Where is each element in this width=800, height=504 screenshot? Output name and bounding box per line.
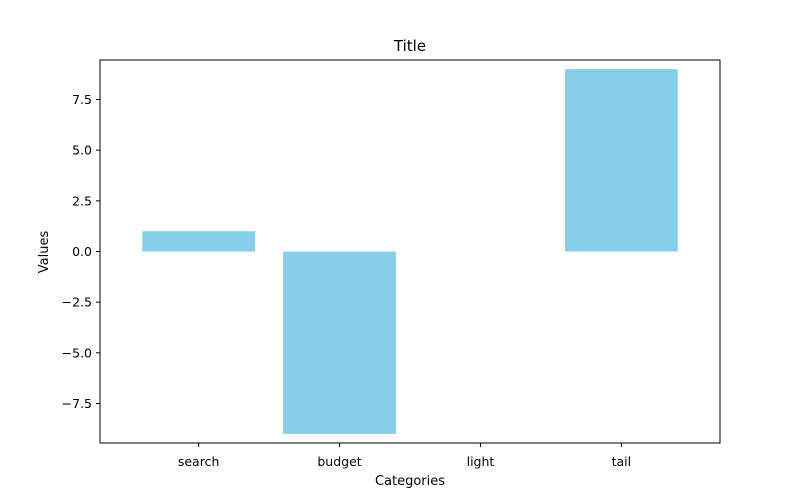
- y-axis-label: Values: [37, 231, 52, 274]
- x-tick-label: search: [178, 454, 220, 469]
- x-tick-label: tail: [612, 454, 632, 469]
- x-tick-label: light: [467, 454, 495, 469]
- bars-group: [142, 69, 678, 434]
- y-axis-ticks: −7.5 −5.0 −2.5 0.0 2.5 5.0 7.5: [62, 92, 100, 411]
- y-tick-label: 5.0: [72, 143, 92, 158]
- bar-tail: [565, 69, 678, 252]
- y-tick-label: 2.5: [72, 193, 92, 208]
- chart-title: Title: [393, 37, 426, 55]
- y-tick-label: 7.5: [72, 92, 92, 107]
- y-tick-label: −2.5: [62, 295, 92, 310]
- y-tick-label: −7.5: [62, 396, 92, 411]
- x-tick-label: budget: [317, 454, 361, 469]
- x-axis-ticks: search budget light tail: [178, 443, 631, 469]
- bar-search: [142, 231, 255, 252]
- y-tick-label: −5.0: [62, 345, 92, 360]
- x-axis-label: Categories: [375, 474, 445, 489]
- y-tick-label: 0.0: [72, 244, 92, 259]
- bar-budget: [283, 251, 396, 434]
